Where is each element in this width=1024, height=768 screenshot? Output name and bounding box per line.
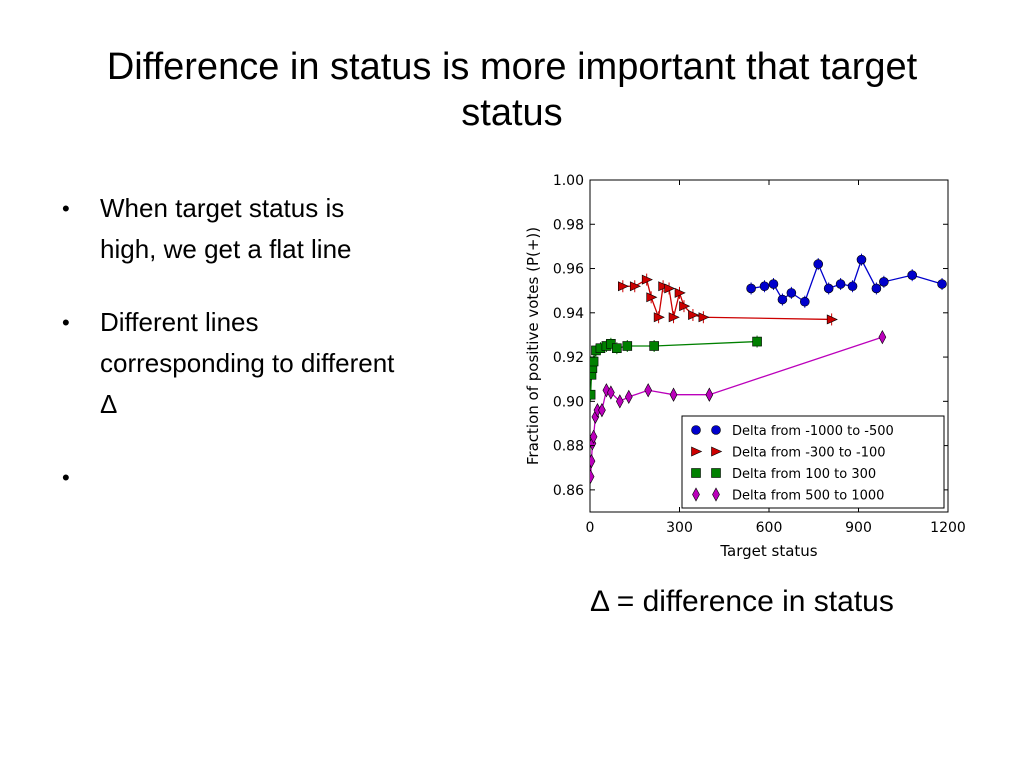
legend-label: Delta from -300 to -100 [732, 446, 886, 461]
data-point [799, 296, 810, 307]
legend-marker [691, 468, 701, 478]
data-point [786, 288, 797, 298]
delta-caption: Δ = difference in status [590, 585, 894, 618]
bullet-icon: • [62, 310, 70, 335]
data-point [823, 283, 834, 294]
x-axis-label: Target status [719, 542, 817, 560]
data-point [746, 283, 756, 294]
data-point [669, 387, 678, 402]
data-point [629, 281, 641, 292]
y-tick-label: 0.98 [553, 217, 584, 233]
status-chart: 0.86 0.88 0.90 0.92 0.94 0.96 0.98 1.00 0 300 600 9… [524, 173, 966, 560]
y-axis-label: Fraction of positive votes (P(+)) [524, 227, 542, 465]
legend-marker [711, 468, 721, 478]
series-0 [746, 253, 947, 308]
data-point [878, 330, 887, 345]
x-tick-label: 600 [756, 520, 783, 536]
y-tick-label: 0.96 [553, 262, 584, 278]
data-point [649, 341, 659, 351]
legend-marker [692, 487, 700, 502]
slide-title: Difference in status is more important t… [106, 46, 918, 134]
x-tick-label: 0 [586, 520, 595, 536]
bullet-text: When target status is high, we get a fla… [100, 193, 352, 264]
data-point [679, 301, 691, 312]
data-point [674, 287, 686, 298]
data-point [907, 270, 918, 280]
bullet-text: Different lines corresponding to differe… [100, 307, 395, 419]
data-point [646, 292, 658, 303]
data-point [664, 283, 676, 294]
data-point [752, 336, 762, 347]
legend-label: Delta from 500 to 1000 [732, 489, 884, 504]
series-line [750, 258, 943, 303]
legend-box [681, 415, 945, 509]
chart-container: 0.86 0.88 0.90 0.92 0.94 0.96 0.98 1.00 0 300 600 9… [508, 165, 978, 565]
bullet-list: • When target status is high, we get a f… [62, 188, 407, 490]
y-tick-label: 1.00 [553, 173, 584, 189]
data-point [698, 312, 710, 323]
legend-label: Delta from -1000 to -500 [732, 424, 894, 439]
data-point [847, 281, 858, 292]
data-point [759, 281, 770, 292]
y-tick-label: 0.90 [553, 394, 584, 410]
data-point [590, 453, 596, 469]
data-point [856, 254, 867, 265]
legend-label: Delta from 100 to 300 [732, 467, 876, 482]
data-point [777, 294, 788, 305]
x-tick-label: 900 [845, 520, 872, 536]
data-point [937, 279, 947, 289]
y-tick-label: 0.86 [553, 483, 584, 499]
data-point [835, 279, 846, 289]
legend-marker [712, 487, 720, 502]
data-point [658, 281, 670, 292]
x-tick-label: 1200 [930, 520, 966, 536]
y-tick-label: 0.94 [553, 306, 584, 322]
data-point [624, 389, 633, 405]
bullet-item: • When target status is high, we get a f… [62, 188, 407, 270]
data-point [641, 274, 653, 285]
y-tick-label: 0.88 [553, 439, 584, 455]
data-point [644, 383, 653, 398]
data-point [590, 429, 598, 444]
legend-marker [691, 446, 703, 457]
x-tick-label: 300 [666, 520, 693, 536]
data-point [879, 277, 889, 287]
data-point [598, 403, 606, 418]
series-1 [618, 273, 838, 326]
data-point [590, 389, 596, 400]
series-2 [590, 335, 762, 401]
series-3 [590, 330, 887, 484]
data-point [768, 279, 779, 289]
bullet-icon: • [62, 196, 70, 221]
data-point [871, 283, 882, 294]
data-point [653, 312, 665, 323]
y-tick-label: 0.92 [553, 350, 584, 366]
legend-marker [711, 446, 723, 457]
data-point [813, 259, 824, 269]
data-point [607, 385, 615, 400]
data-point [688, 310, 700, 320]
bullet-item: • Different lines corresponding to diffe… [62, 302, 407, 425]
data-point [618, 281, 630, 292]
legend-marker [691, 425, 701, 435]
data-point [826, 314, 838, 325]
data-point [622, 341, 633, 351]
data-point [612, 343, 622, 354]
data-point [705, 387, 714, 402]
data-point [668, 312, 680, 323]
legend-marker [711, 425, 721, 435]
bullet-icon: • [62, 465, 70, 490]
data-point [615, 394, 624, 409]
data-point [590, 469, 595, 484]
data-point [590, 356, 599, 367]
